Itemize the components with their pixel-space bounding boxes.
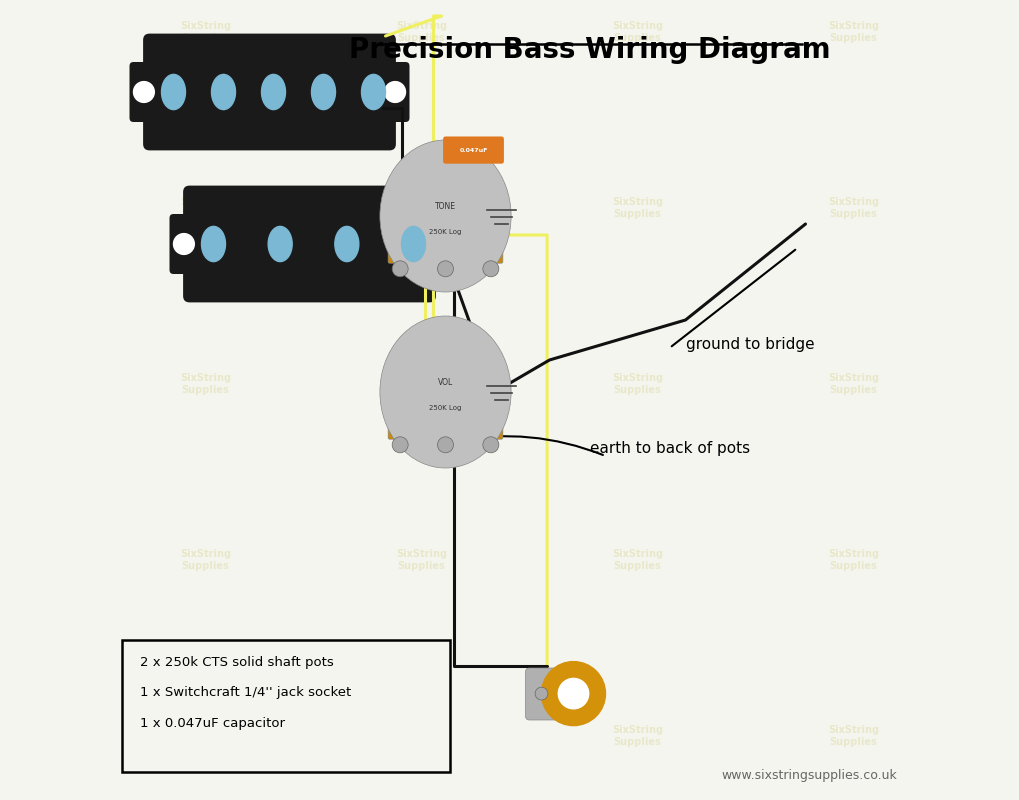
Ellipse shape xyxy=(401,226,426,262)
Text: 0.047uF: 0.047uF xyxy=(460,147,488,153)
Text: SixString
Supplies: SixString Supplies xyxy=(396,198,447,219)
Text: SixString
Supplies: SixString Supplies xyxy=(396,22,447,43)
Text: SixString
Supplies: SixString Supplies xyxy=(828,22,879,43)
Text: earth to back of pots: earth to back of pots xyxy=(590,441,750,455)
Text: SixString
Supplies: SixString Supplies xyxy=(180,373,231,395)
Text: SixString
Supplies: SixString Supplies xyxy=(612,198,663,219)
Ellipse shape xyxy=(262,74,285,110)
Text: ground to bridge: ground to bridge xyxy=(686,337,814,351)
Ellipse shape xyxy=(161,74,185,110)
FancyBboxPatch shape xyxy=(388,407,502,439)
Circle shape xyxy=(541,662,605,726)
Text: SixString
Supplies: SixString Supplies xyxy=(396,549,447,571)
Ellipse shape xyxy=(268,226,292,262)
Circle shape xyxy=(392,261,409,277)
FancyBboxPatch shape xyxy=(129,62,158,122)
Circle shape xyxy=(385,82,406,102)
Circle shape xyxy=(425,234,445,254)
Text: SixString
Supplies: SixString Supplies xyxy=(180,725,231,747)
FancyBboxPatch shape xyxy=(169,214,199,274)
Text: SixString
Supplies: SixString Supplies xyxy=(180,22,231,43)
Circle shape xyxy=(483,437,499,453)
Text: SixString
Supplies: SixString Supplies xyxy=(396,373,447,395)
Ellipse shape xyxy=(380,140,512,292)
Text: SixString
Supplies: SixString Supplies xyxy=(828,549,879,571)
Text: SixString
Supplies: SixString Supplies xyxy=(828,373,879,395)
Text: SixString
Supplies: SixString Supplies xyxy=(180,549,231,571)
FancyBboxPatch shape xyxy=(526,668,586,720)
Text: 1 x 0.047uF capacitor: 1 x 0.047uF capacitor xyxy=(140,717,285,730)
Text: SixString
Supplies: SixString Supplies xyxy=(612,549,663,571)
Text: 1 x Switchcraft 1/4'' jack socket: 1 x Switchcraft 1/4'' jack socket xyxy=(140,686,352,699)
Circle shape xyxy=(437,437,453,453)
Circle shape xyxy=(535,687,548,700)
Ellipse shape xyxy=(380,316,512,468)
FancyBboxPatch shape xyxy=(443,137,504,164)
Text: VOL: VOL xyxy=(438,378,453,387)
Ellipse shape xyxy=(312,74,335,110)
Text: TONE: TONE xyxy=(435,202,455,211)
FancyBboxPatch shape xyxy=(143,34,396,150)
Ellipse shape xyxy=(335,226,359,262)
FancyBboxPatch shape xyxy=(388,231,502,263)
Text: www.sixstringsupplies.co.uk: www.sixstringsupplies.co.uk xyxy=(721,770,898,782)
Text: 2 x 250k CTS solid shaft pots: 2 x 250k CTS solid shaft pots xyxy=(140,656,333,669)
Text: SixString
Supplies: SixString Supplies xyxy=(612,22,663,43)
Text: SixString
Supplies: SixString Supplies xyxy=(828,198,879,219)
Ellipse shape xyxy=(202,226,225,262)
Ellipse shape xyxy=(362,74,385,110)
FancyBboxPatch shape xyxy=(121,640,449,772)
Text: SixString
Supplies: SixString Supplies xyxy=(612,725,663,747)
Text: 250K Log: 250K Log xyxy=(429,405,462,411)
Circle shape xyxy=(133,82,154,102)
Circle shape xyxy=(392,437,409,453)
FancyBboxPatch shape xyxy=(421,214,449,274)
Text: Precision Bass Wiring Diagram: Precision Bass Wiring Diagram xyxy=(348,36,830,64)
Ellipse shape xyxy=(212,74,235,110)
Circle shape xyxy=(437,261,453,277)
FancyBboxPatch shape xyxy=(183,186,436,302)
Circle shape xyxy=(558,678,589,709)
Circle shape xyxy=(483,261,499,277)
Text: SixString
Supplies: SixString Supplies xyxy=(612,373,663,395)
Text: SixString
Supplies: SixString Supplies xyxy=(180,198,231,219)
Circle shape xyxy=(173,234,195,254)
Text: SixString
Supplies: SixString Supplies xyxy=(828,725,879,747)
Text: 250K Log: 250K Log xyxy=(429,229,462,235)
FancyBboxPatch shape xyxy=(381,62,410,122)
Text: SixString
Supplies: SixString Supplies xyxy=(396,725,447,747)
